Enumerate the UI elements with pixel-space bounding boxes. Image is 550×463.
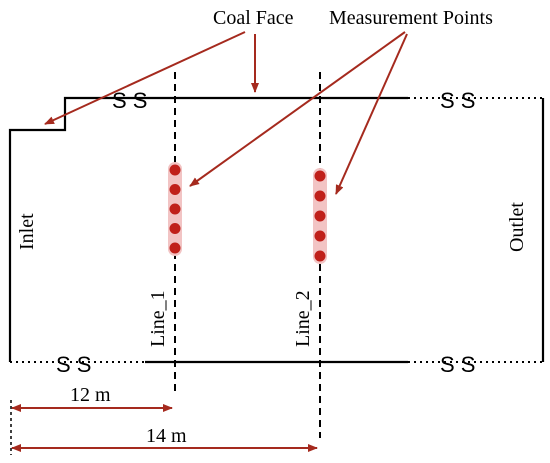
inlet-label: Inlet: [16, 213, 38, 250]
line-1-measurement-point: [169, 164, 181, 176]
line-1-points: [168, 162, 182, 256]
arrow-points-to-line-1: [189, 31, 406, 187]
line-1-measurement-point: [169, 184, 181, 195]
dimension-14m-label: 14 m: [146, 425, 187, 447]
line-1-measurement-point: [169, 203, 181, 215]
arrow-coal-face-to-step: [44, 31, 246, 125]
roadway-outline: [8, 96, 545, 364]
coal-face-label: Coal Face: [213, 7, 294, 29]
coal-face-boundary: [8, 96, 408, 362]
line-2-label: Line_2: [292, 290, 314, 347]
ss-top-left: S S: [112, 88, 147, 113]
arrow-points-to-line-2: [335, 33, 408, 195]
outlet-label: Outlet: [506, 202, 528, 252]
line-2-measurement-point: [314, 230, 326, 242]
line-2-measurement-point: [314, 250, 326, 262]
line-2-measurement-point: [314, 190, 326, 202]
ss-bottom-left: S S: [56, 352, 91, 377]
line-2-measurement-point: [314, 170, 326, 182]
line-1-measurement-point: [169, 223, 181, 234]
line-1-label: Line_1: [147, 290, 169, 347]
line-2-points: [313, 168, 327, 264]
ss-top-right: S S: [440, 88, 475, 113]
annotation-arrows: [44, 31, 408, 195]
ss-bottom-right: S S: [440, 352, 475, 377]
line-2-measurement-point: [314, 210, 326, 222]
dimension-arrows: [11, 404, 318, 452]
line-1-measurement-point: [169, 242, 181, 254]
dimension-12m-label: 12 m: [70, 384, 111, 406]
measurement-points-label: Measurement Points: [329, 7, 493, 29]
